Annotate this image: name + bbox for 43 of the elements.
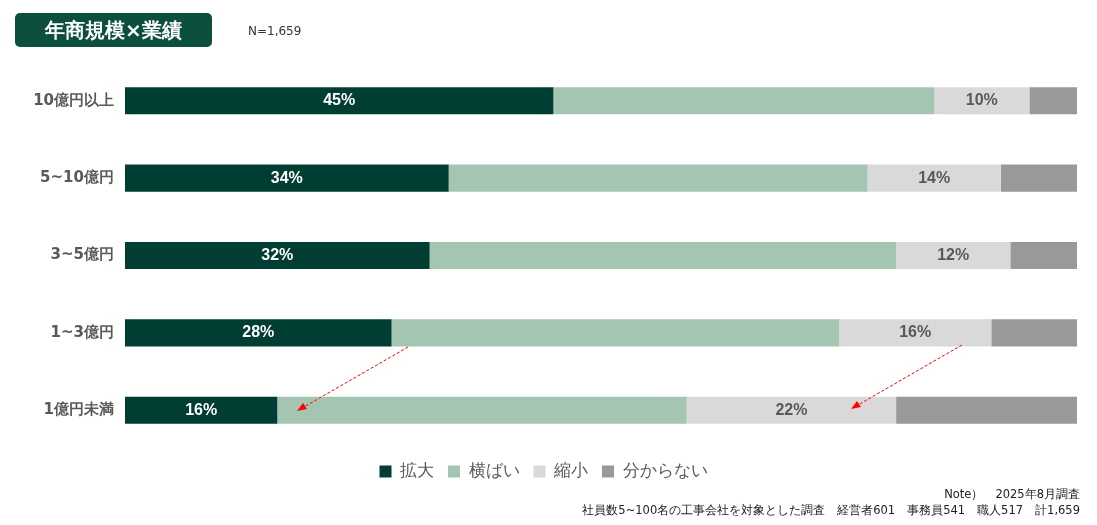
bar	[867, 164, 1001, 192]
data-label: 28%	[242, 323, 275, 341]
y-tick-label: 1~3億円	[50, 322, 114, 341]
chart-subtitle: N=1,659	[248, 24, 302, 38]
bar	[125, 241, 430, 270]
data-label: 16%	[185, 400, 218, 418]
data-label: 16%	[899, 323, 932, 341]
data-label: 34%	[270, 168, 303, 186]
bar	[125, 164, 449, 192]
data-label: 10%	[965, 91, 998, 109]
bar	[896, 241, 1011, 270]
data-label: 32%	[261, 245, 294, 263]
bar	[553, 87, 935, 115]
legend-label: 縮小	[553, 459, 588, 480]
y-tick-label: 10億円以上	[33, 90, 114, 109]
legend-label: 分からない	[622, 459, 708, 480]
legend-label: 横ばい	[468, 459, 520, 480]
y-tick-label: 3~5億円	[50, 245, 114, 264]
bar	[448, 164, 868, 192]
bar	[125, 396, 278, 424]
bar	[429, 241, 897, 270]
bar	[991, 319, 1077, 347]
y-tick-label: 1億円未満	[43, 400, 114, 419]
bar	[839, 319, 992, 347]
data-label: 12%	[937, 245, 970, 263]
data-label: 22%	[775, 400, 808, 418]
text: 社員数5~100名の工事会社を対象とした調査 経営者601 事務員541 職人517 計1,659	[582, 502, 1080, 518]
bar	[1010, 241, 1077, 270]
data-label: 45%	[323, 91, 356, 109]
bar	[125, 319, 392, 347]
bar	[934, 87, 1030, 115]
bar	[391, 319, 839, 347]
text: Note） 2025年8月調査	[943, 486, 1080, 502]
bar	[686, 396, 897, 424]
data-label: 14%	[918, 168, 951, 186]
bar	[125, 87, 554, 115]
bar	[1029, 87, 1077, 115]
chart-title: 年商規模×業績	[15, 13, 212, 47]
bar	[277, 396, 687, 424]
y-tick-label: 5~10億円	[40, 167, 114, 186]
legend-label: 拡大	[400, 459, 434, 480]
bar	[1000, 164, 1077, 192]
bar	[896, 396, 1077, 424]
